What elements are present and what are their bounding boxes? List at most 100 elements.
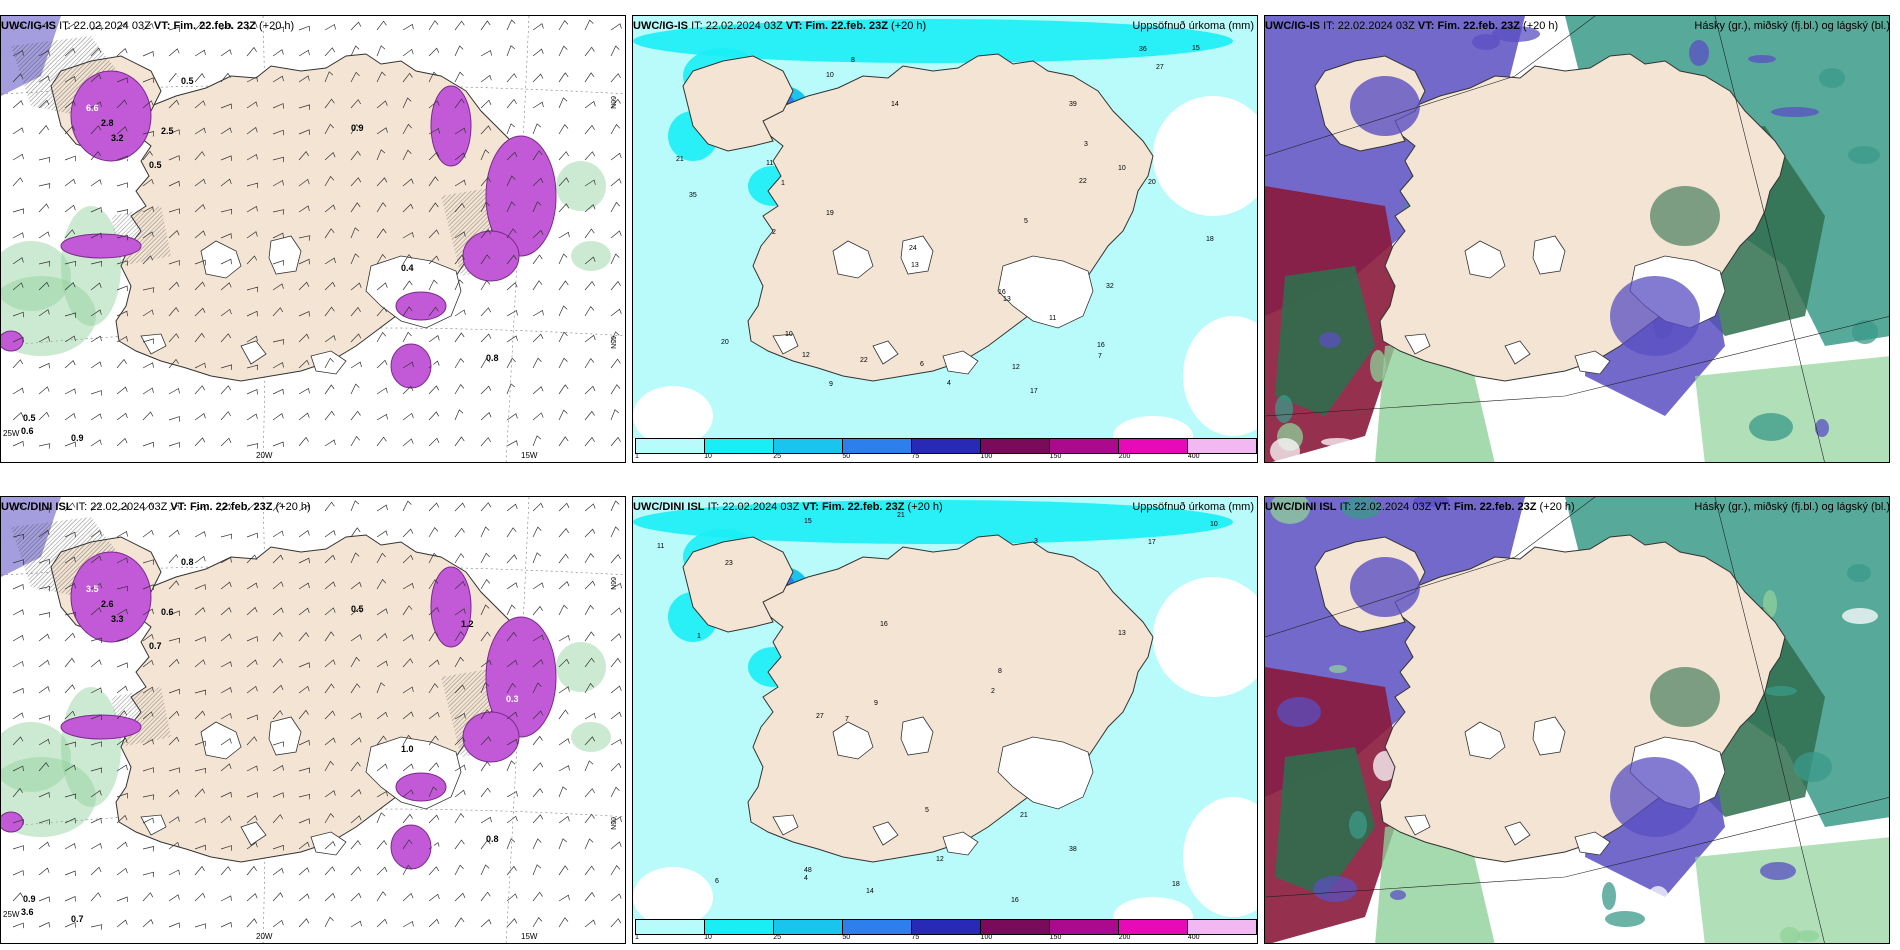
wind-barb — [12, 870, 24, 876]
wind-barb — [558, 280, 569, 291]
wind-barb — [506, 631, 517, 642]
wind-barb — [64, 48, 76, 57]
wind-barb — [12, 609, 24, 616]
wind-barb — [506, 228, 517, 239]
wind-barb — [194, 659, 206, 668]
wind-barb — [532, 48, 544, 57]
wind-barb — [64, 764, 76, 772]
wind-barb — [506, 503, 518, 512]
legend-swatch — [981, 920, 1050, 934]
wind-barb — [532, 917, 543, 928]
wind-barb — [64, 204, 76, 213]
panel-header-precip-top: UWC/IG-IS IT: 22.02.2024 03Z VT: Fim. 22… — [632, 18, 1258, 34]
wind-barb — [584, 306, 595, 317]
wind-barb — [64, 125, 76, 135]
wind-barb — [298, 387, 310, 395]
wind-barb — [12, 559, 24, 565]
wind-barb — [454, 608, 466, 616]
wind-barb — [142, 794, 155, 800]
wind-barb — [454, 553, 465, 564]
wind-barb — [194, 607, 206, 616]
wind-barb — [246, 205, 258, 213]
lead-time: (+20 h) — [259, 20, 295, 32]
wind-barb — [610, 738, 622, 746]
wind-barb — [480, 761, 491, 772]
wind-barb — [610, 308, 622, 317]
precip-value: 10 — [1210, 521, 1218, 528]
wind-barb — [532, 357, 542, 369]
wind-barb — [142, 231, 154, 239]
wind-barb — [272, 741, 284, 747]
wind-barb — [480, 919, 492, 928]
panel-header-precip-bottom: UWC/DINI ISL IT: 22.02.2024 03Z VT: Fim.… — [632, 499, 1258, 515]
precip-value: 18 — [1206, 236, 1214, 243]
wind-barb — [350, 361, 362, 369]
wind-barb — [168, 387, 180, 395]
wind-barb — [480, 412, 492, 421]
vt-label: VT: — [785, 20, 803, 32]
wind-barb — [454, 358, 465, 369]
wind-barb — [584, 46, 595, 57]
wind-barb — [532, 814, 544, 824]
wind-barb — [376, 918, 388, 928]
wind-barb — [324, 737, 336, 746]
wind-barb — [506, 151, 518, 161]
wind-barb — [402, 438, 414, 447]
wind-barb — [90, 24, 102, 31]
wind-barb — [194, 151, 206, 161]
wind-barb — [532, 201, 542, 213]
wind-value-label: 0.8 — [486, 353, 499, 363]
wind-barb — [116, 386, 128, 395]
wind-barb — [584, 891, 595, 902]
precip-value: 21 — [1020, 812, 1028, 819]
wind-barb — [402, 72, 413, 83]
wind-barb — [272, 209, 285, 215]
wind-barb — [480, 659, 492, 668]
wind-barb — [376, 812, 386, 824]
wind-barb — [38, 791, 50, 798]
wind-barb — [558, 203, 570, 213]
wind-barb — [610, 230, 622, 239]
wind-barb — [298, 235, 311, 241]
wind-value-label: 3.5 — [86, 584, 99, 594]
wind-barb — [12, 153, 24, 161]
wind-barb — [610, 582, 622, 590]
wind-barb — [376, 45, 386, 57]
wind-barb — [272, 658, 284, 668]
wind-barb — [298, 333, 310, 343]
wind-barb — [90, 261, 103, 267]
wind-barb — [142, 871, 154, 878]
wind-barb — [428, 659, 440, 668]
iceland-landmass — [682, 534, 1154, 863]
wind-barb — [558, 384, 569, 395]
wind-barb — [116, 585, 129, 592]
precip-value: 35 — [689, 192, 697, 199]
wind-barb — [480, 176, 491, 187]
wind-barb — [480, 604, 490, 616]
wind-barb — [324, 335, 336, 343]
wind-barb — [480, 280, 491, 291]
wind-barb — [12, 787, 23, 798]
wind-barb — [298, 709, 309, 720]
wind-barb — [64, 335, 76, 343]
model-name: UWC/IG-IS — [633, 20, 688, 32]
wind-barb — [324, 760, 334, 772]
wind-barb — [350, 634, 362, 642]
wind-barb — [168, 736, 180, 746]
wind-barb — [116, 896, 128, 903]
wind-barb — [38, 386, 50, 395]
wind-barb — [116, 841, 128, 850]
wind-barb — [402, 123, 412, 135]
precip-value: 20 — [1148, 179, 1156, 186]
wind-value-label: 3.2 — [51, 889, 64, 899]
wind-barb — [584, 580, 596, 590]
wind-barb — [428, 202, 439, 213]
wind-barb — [558, 917, 569, 928]
legend-tick: 200 — [1118, 453, 1131, 460]
wind-barb — [532, 101, 544, 109]
precip-value: 9 — [874, 700, 878, 707]
wind-barb — [220, 687, 232, 694]
wind-barb — [38, 819, 50, 825]
wind-barb — [402, 48, 414, 57]
wind-barb — [116, 608, 128, 616]
